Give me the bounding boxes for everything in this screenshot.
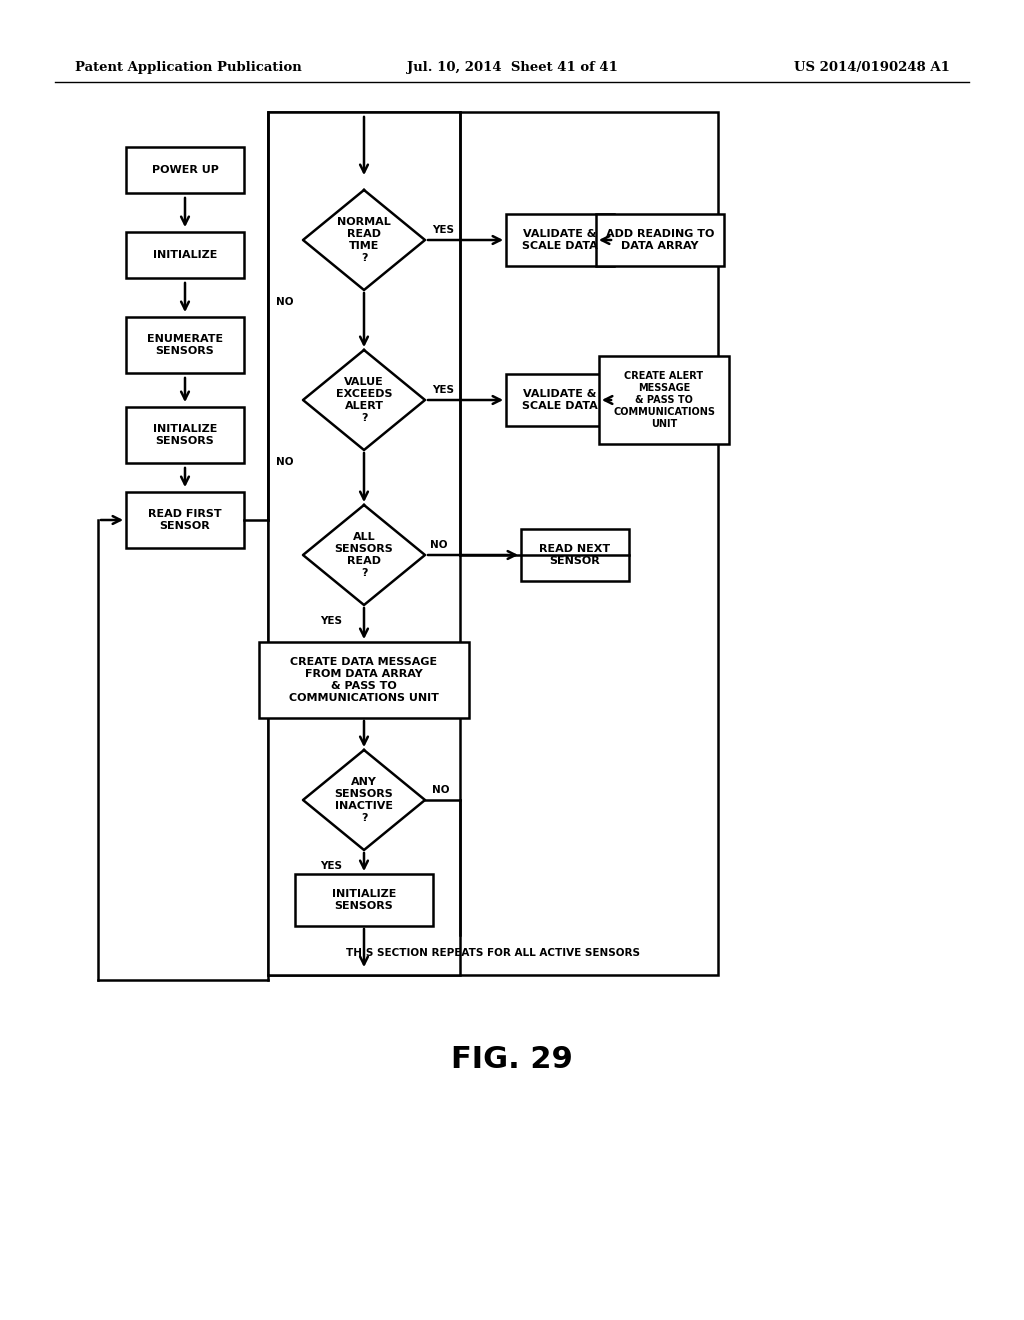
Text: POWER UP: POWER UP	[152, 165, 218, 176]
Text: YES: YES	[319, 616, 342, 626]
Bar	[126, 407, 244, 463]
Bar	[506, 214, 614, 267]
Bar	[268, 112, 460, 975]
Text: Patent Application Publication: Patent Application Publication	[75, 62, 302, 74]
Text: INITIALIZE
SENSORS: INITIALIZE SENSORS	[332, 888, 396, 911]
Text: Jul. 10, 2014  Sheet 41 of 41: Jul. 10, 2014 Sheet 41 of 41	[407, 62, 617, 74]
Text: YES: YES	[432, 385, 454, 395]
Text: VALIDATE &
SCALE DATA: VALIDATE & SCALE DATA	[522, 228, 598, 251]
Text: INITIALIZE: INITIALIZE	[153, 249, 217, 260]
Text: READ FIRST
SENSOR: READ FIRST SENSOR	[148, 510, 222, 531]
Bar	[521, 529, 629, 581]
Text: NO: NO	[430, 540, 447, 550]
Text: NO: NO	[276, 297, 294, 308]
Bar	[295, 874, 433, 927]
Text: CREATE ALERT
MESSAGE
& PASS TO
COMMUNICATIONS
UNIT: CREATE ALERT MESSAGE & PASS TO COMMUNICA…	[613, 371, 715, 429]
Text: VALIDATE &
SCALE DATA: VALIDATE & SCALE DATA	[522, 389, 598, 411]
Text: YES: YES	[319, 861, 342, 871]
Text: VALUE
EXCEEDS
ALERT
?: VALUE EXCEEDS ALERT ?	[336, 378, 392, 422]
Text: ADD READING TO
DATA ARRAY: ADD READING TO DATA ARRAY	[606, 228, 714, 251]
Bar	[599, 356, 729, 444]
Text: ANY
SENSORS
INACTIVE
?: ANY SENSORS INACTIVE ?	[335, 777, 393, 822]
Text: US 2014/0190248 A1: US 2014/0190248 A1	[795, 62, 950, 74]
Text: INITIALIZE
SENSORS: INITIALIZE SENSORS	[153, 424, 217, 446]
Text: YES: YES	[432, 224, 454, 235]
Text: READ NEXT
SENSOR: READ NEXT SENSOR	[540, 544, 610, 566]
Bar	[596, 214, 724, 267]
Text: CREATE DATA MESSAGE
FROM DATA ARRAY
& PASS TO
COMMUNICATIONS UNIT: CREATE DATA MESSAGE FROM DATA ARRAY & PA…	[289, 657, 439, 704]
Bar	[126, 232, 244, 279]
Bar	[126, 492, 244, 548]
Bar	[126, 147, 244, 193]
Text: NO: NO	[276, 457, 294, 467]
Text: ALL
SENSORS
READ
?: ALL SENSORS READ ?	[335, 532, 393, 578]
Text: NO: NO	[432, 785, 450, 795]
Bar	[126, 317, 244, 374]
Bar	[259, 642, 469, 718]
Text: NORMAL
READ
TIME
?: NORMAL READ TIME ?	[337, 216, 391, 263]
Text: THIS SECTION REPEATS FOR ALL ACTIVE SENSORS: THIS SECTION REPEATS FOR ALL ACTIVE SENS…	[346, 948, 640, 958]
Text: FIG. 29: FIG. 29	[451, 1045, 573, 1074]
Text: ENUMERATE
SENSORS: ENUMERATE SENSORS	[146, 334, 223, 356]
Bar	[506, 374, 614, 426]
Bar	[268, 112, 718, 975]
